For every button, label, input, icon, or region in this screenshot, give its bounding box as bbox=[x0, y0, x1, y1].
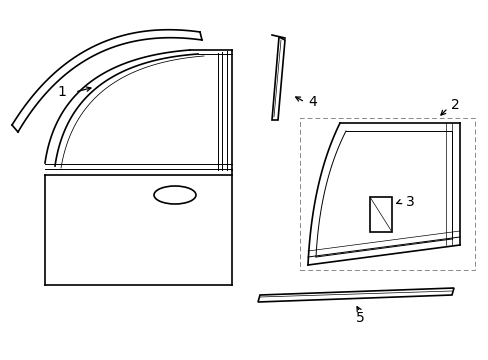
Text: 3: 3 bbox=[405, 195, 413, 209]
Text: 1: 1 bbox=[58, 85, 66, 99]
Bar bbox=[369, 197, 391, 232]
Text: 2: 2 bbox=[450, 98, 458, 112]
Text: 5: 5 bbox=[355, 311, 364, 325]
Bar bbox=[299, 118, 474, 270]
Text: 4: 4 bbox=[308, 95, 317, 109]
